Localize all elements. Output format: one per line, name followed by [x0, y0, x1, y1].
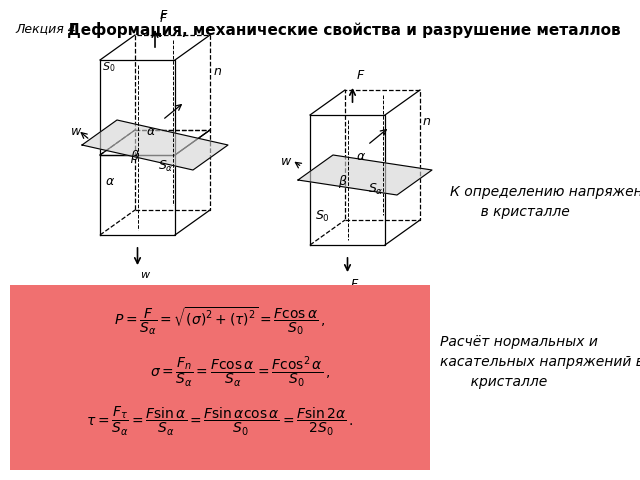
Text: К определению напряжений: К определению напряжений	[450, 185, 640, 199]
Text: Деформация, механические свойства и разрушение металлов: Деформация, механические свойства и разр…	[62, 22, 621, 38]
Text: $\beta$: $\beta$	[337, 173, 347, 190]
Text: $F$: $F$	[349, 278, 359, 291]
Text: $F$: $F$	[355, 69, 365, 82]
Text: кристалле: кристалле	[440, 375, 547, 389]
Polygon shape	[82, 120, 228, 170]
Text: $\tau = \dfrac{F_{\tau}}{S_{\alpha}} = \dfrac{F\sin\alpha}{S_{\alpha}} = \dfrac{: $\tau = \dfrac{F_{\tau}}{S_{\alpha}} = \…	[86, 405, 354, 438]
Text: $w$: $w$	[140, 270, 150, 280]
Text: $S_0$: $S_0$	[315, 209, 330, 224]
Text: $n$: $n$	[213, 65, 222, 78]
Text: в кристалле: в кристалле	[450, 205, 570, 219]
Text: $\alpha$: $\alpha$	[145, 125, 156, 138]
Text: Расчёт нормальных и: Расчёт нормальных и	[440, 335, 598, 349]
Text: $\alpha$: $\alpha$	[355, 150, 365, 163]
Text: Лекция 4: Лекция 4	[15, 22, 76, 35]
Text: $F$: $F$	[159, 12, 168, 25]
Text: $S_0$: $S_0$	[102, 60, 115, 74]
Text: $\alpha$: $\alpha$	[105, 175, 115, 188]
Text: $n$: $n$	[422, 115, 431, 128]
Polygon shape	[298, 155, 432, 195]
Text: $F$: $F$	[159, 9, 168, 22]
Text: $w$: $w$	[280, 155, 292, 168]
Text: $P = \dfrac{F}{S_{\alpha}} = \sqrt{(\sigma)^2 + (\tau)^2} = \dfrac{F\cos\alpha}{: $P = \dfrac{F}{S_{\alpha}} = \sqrt{(\sig…	[114, 305, 326, 337]
Text: $\beta$: $\beta$	[129, 148, 139, 165]
Text: $w$: $w$	[70, 125, 82, 138]
Text: касательных напряжений в: касательных напряжений в	[440, 355, 640, 369]
Text: $S_{\alpha}$: $S_{\alpha}$	[367, 182, 383, 197]
Text: $S_{\alpha}$: $S_{\alpha}$	[157, 159, 173, 174]
FancyBboxPatch shape	[10, 285, 430, 470]
Text: $\sigma = \dfrac{F_n}{S_{\alpha}} = \dfrac{F\cos\alpha}{S_{\alpha}} = \dfrac{F\c: $\sigma = \dfrac{F_n}{S_{\alpha}} = \dfr…	[150, 355, 330, 390]
